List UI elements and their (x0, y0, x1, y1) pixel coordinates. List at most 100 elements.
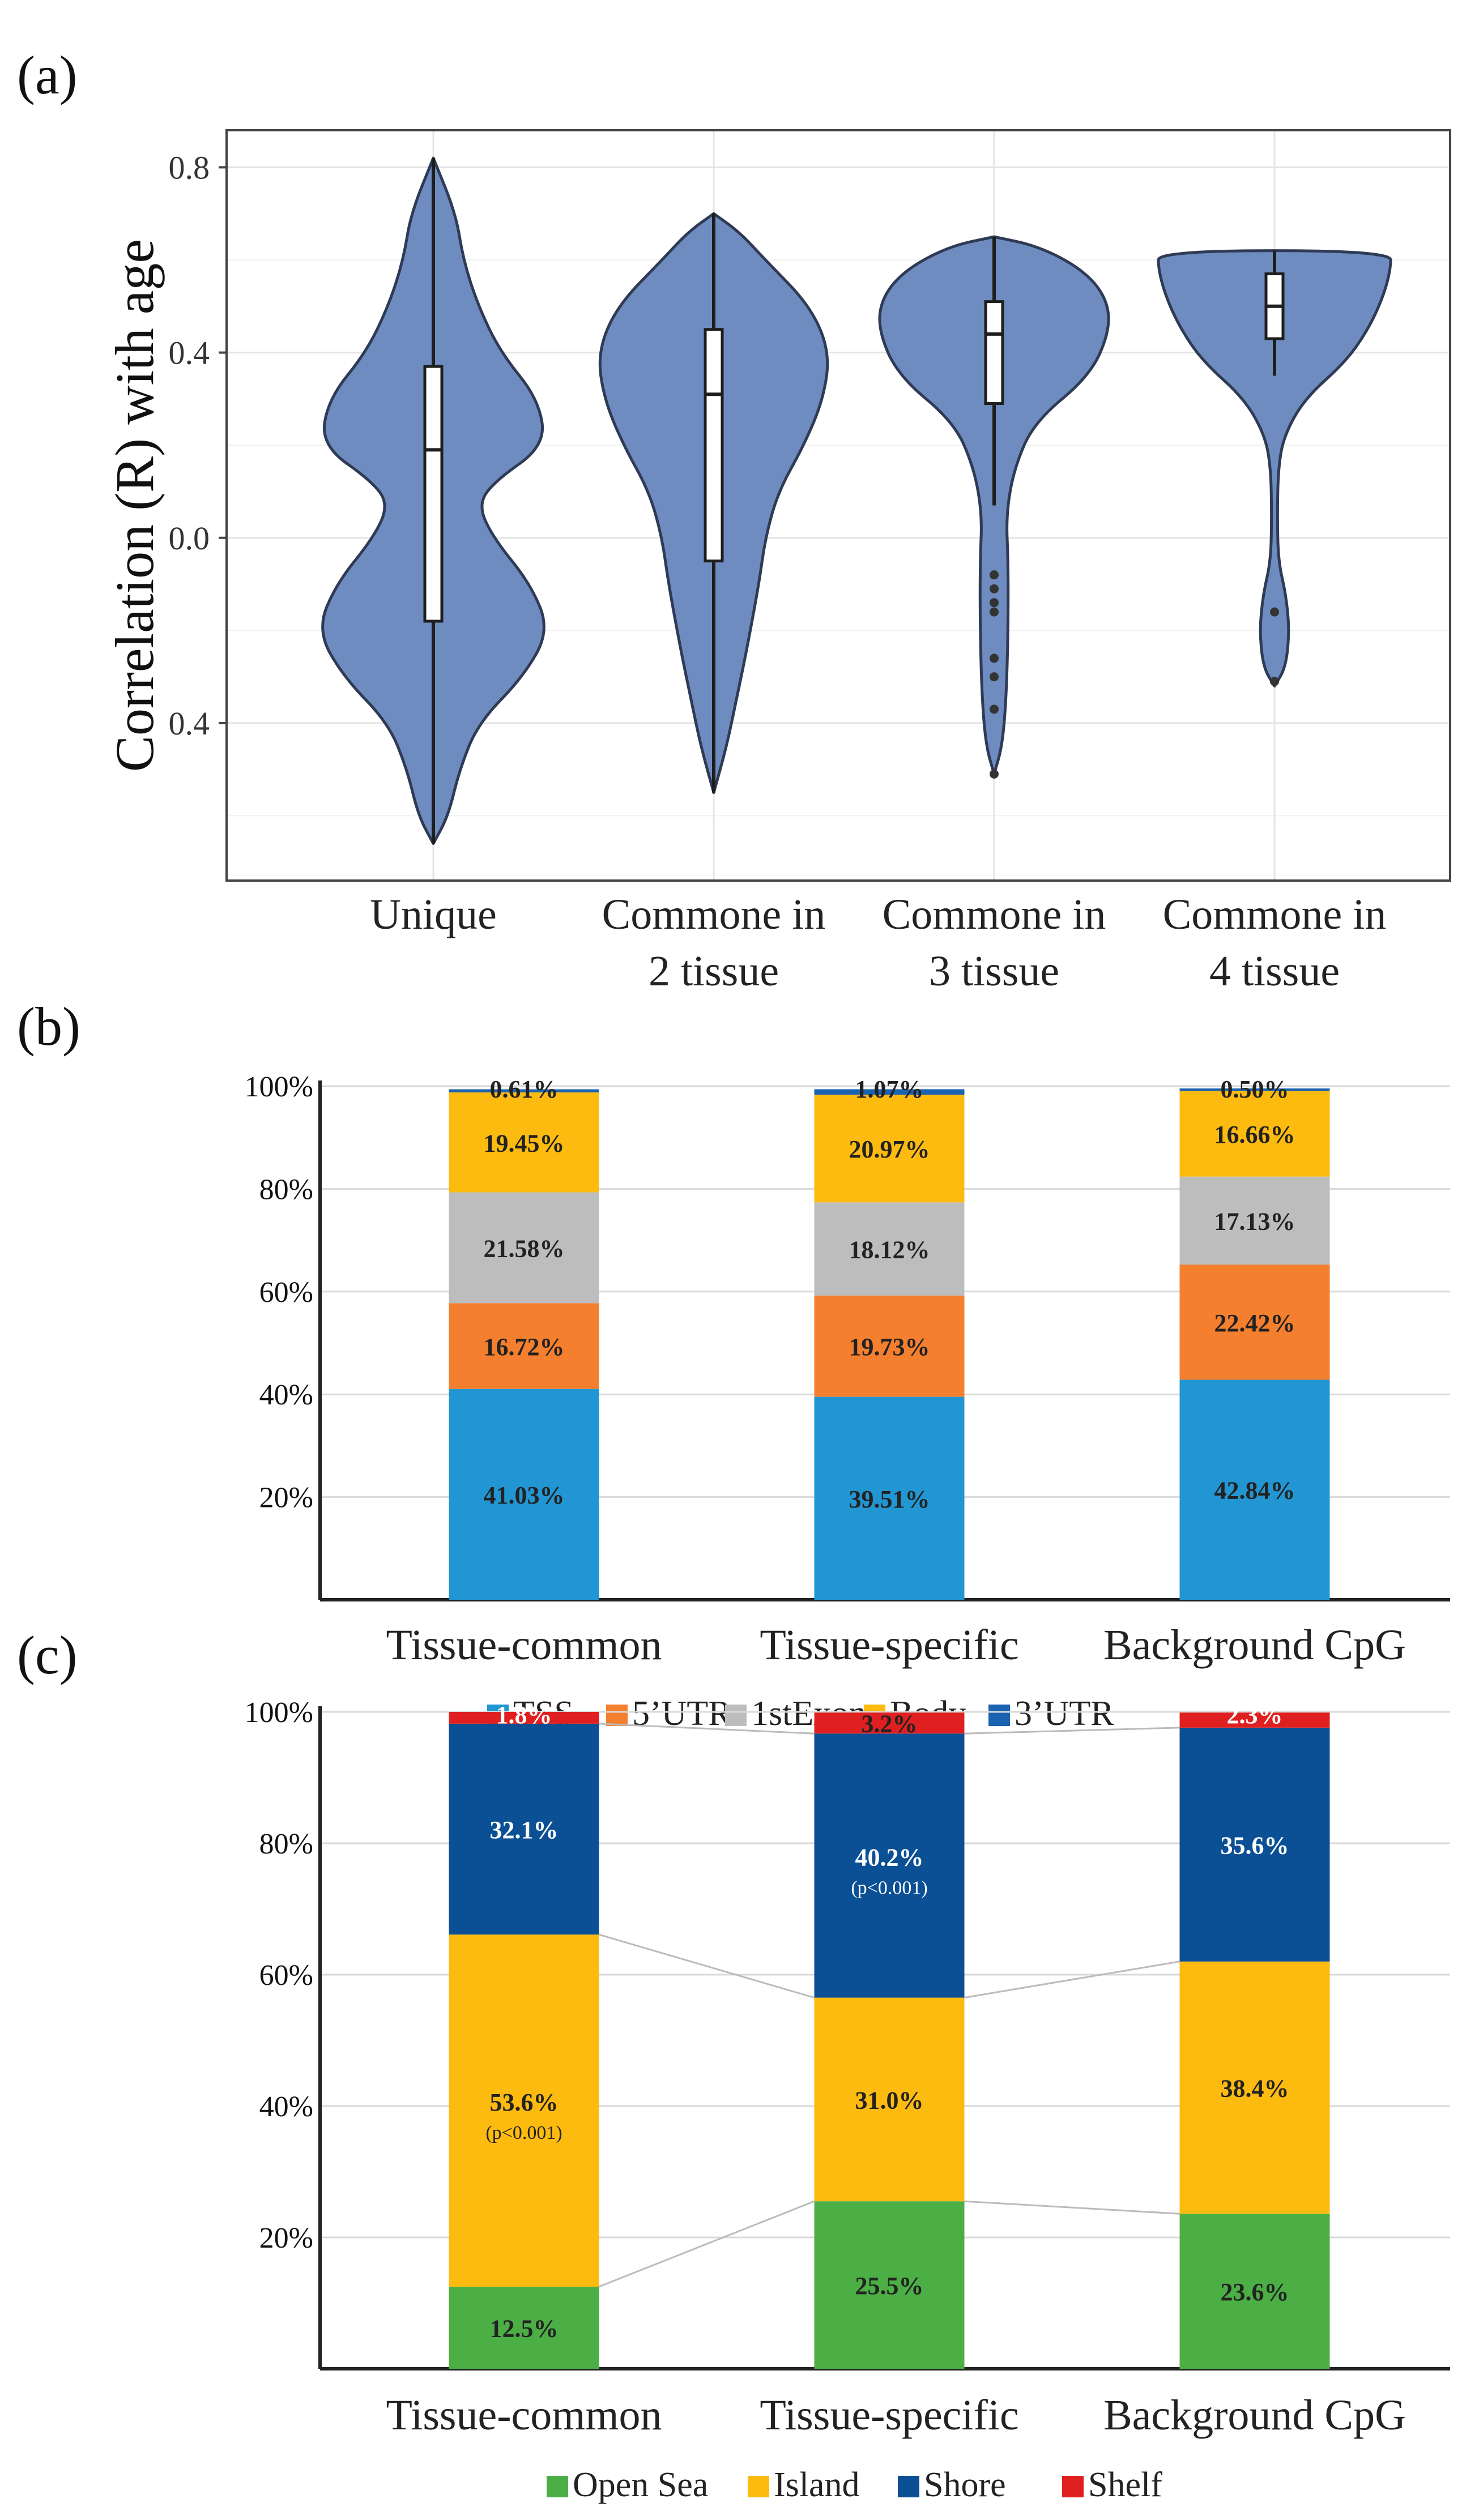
violin-outlier (990, 654, 999, 663)
segment-value-label: 35.6% (1221, 1831, 1289, 1859)
x-category-label: Commone in (1163, 891, 1387, 938)
violin-outlier (990, 584, 999, 593)
x-category-label: Tissue-common (386, 2391, 662, 2439)
x-category-label: Tissue-specific (760, 1621, 1018, 1669)
y-tick-label: 60% (259, 1959, 313, 1992)
violin-outlier (1270, 677, 1279, 686)
y-tick-label: 40% (259, 2091, 313, 2123)
bar-segment (449, 1192, 599, 1304)
segment-value-label: 23.6% (1221, 2278, 1289, 2306)
y-tick-label: 80% (259, 1173, 313, 1206)
violin-box (984, 300, 1004, 405)
bar-segment (449, 1723, 599, 1935)
bar-segment (814, 1095, 965, 1203)
segment-value-label: 1.07% (855, 1075, 924, 1103)
x-category-label: Background CpG (1103, 2391, 1406, 2439)
bar-segment (449, 1712, 599, 1724)
violin-outlier (990, 570, 999, 580)
segment-value-label: 2.3% (1227, 1701, 1283, 1729)
y-tick-label: 0.0 (169, 520, 210, 557)
panel-a-label: (a) (17, 45, 78, 105)
violin-outlier (1270, 607, 1279, 617)
y-tick-label: 40% (259, 1379, 313, 1411)
bar-segment (1179, 1088, 1330, 1091)
violin-outlier (990, 598, 999, 608)
connector-line (598, 2200, 815, 2288)
segment-value-label: 20.97% (849, 1135, 930, 1163)
bar-segment (449, 1303, 599, 1389)
segment-value-label: 1.8% (496, 1701, 552, 1729)
bar-segment (1179, 1961, 1330, 2214)
segment-value-label: 17.13% (1214, 1207, 1295, 1235)
bar-segment (814, 2201, 965, 2369)
cpg-island-stacked-bar-chart: 100% 80% 60% 40% 20% 12.5% 53.6% (p<0.001) 32.1%… (245, 1697, 1450, 2504)
segment-value-label: 22.42% (1214, 1309, 1295, 1337)
bar-segment (1179, 1176, 1330, 1265)
x-category-label: 4 tissue (1209, 947, 1340, 995)
bar-segment (1179, 1091, 1330, 1177)
bar-segment (814, 1089, 965, 1095)
x-category-label: Unique (370, 891, 497, 938)
legend-swatch (547, 2476, 568, 2497)
panel-c-label: (c) (17, 1625, 78, 1685)
bar-segment (814, 1712, 965, 1734)
y-tick-label: 0.8 (169, 149, 210, 186)
legend-swatch (1062, 2476, 1084, 2497)
segment-value-label: 31.0% (855, 2086, 924, 2114)
segment-value-label: 16.72% (484, 1333, 565, 1361)
segment-pvalue-note: (p<0.001) (851, 1877, 927, 1898)
segment-value-label: 32.1% (490, 1816, 559, 1844)
bar-segment (1179, 1379, 1330, 1600)
bar-segment (814, 1997, 965, 2202)
legend-label: Island (774, 2466, 860, 2504)
connector-line (964, 1727, 1180, 1735)
bar-segment (449, 1934, 599, 2287)
y-tick-label: 20% (259, 2222, 313, 2254)
bar-segment (814, 1295, 965, 1397)
bar-segment (1179, 1727, 1330, 1962)
connector-line (964, 1961, 1180, 1999)
connector-line (964, 2200, 1180, 2215)
segment-value-label: 39.51% (849, 1485, 930, 1513)
legend-swatch (988, 1705, 1010, 1726)
violin-outlier (990, 672, 999, 682)
segment-pvalue-note: (p<0.001) (485, 2122, 562, 2143)
x-category-label: Commone in (883, 891, 1106, 938)
bar-segment (449, 2287, 599, 2369)
segment-value-label: 0.50% (1221, 1075, 1289, 1103)
y-tick-label: 0.4 (169, 705, 210, 742)
x-category-label: Background CpG (1103, 1621, 1406, 1669)
segment-value-label: 19.73% (849, 1333, 930, 1361)
connector-line (599, 1723, 815, 1735)
bar-segment (449, 1389, 599, 1600)
y-tick-label: 80% (259, 1828, 313, 1860)
violin-box (704, 328, 724, 563)
y-tick-label: 100% (245, 1071, 313, 1103)
violin-body (1157, 249, 1392, 687)
x-category-label: 3 tissue (929, 947, 1059, 995)
bar-segment (449, 1089, 599, 1093)
segment-value-label: 16.66% (1214, 1121, 1295, 1148)
legend-label: 3’UTR (1015, 1694, 1114, 1733)
segment-value-label: 18.12% (849, 1236, 930, 1264)
violin-box (423, 365, 444, 623)
segment-value-label: 40.2% (855, 1843, 924, 1871)
legend-swatch (725, 1705, 747, 1726)
connector-line (599, 1933, 815, 1999)
x-category-label: Commone in (602, 891, 826, 938)
y-tick-label: 20% (259, 1482, 313, 1514)
bar-segment (1179, 1265, 1330, 1380)
segment-value-label: 25.5% (855, 2272, 924, 2300)
bar-segment (1179, 1712, 1330, 1728)
legend-swatch (898, 2476, 919, 2497)
violin-outlier (990, 769, 999, 779)
bar-segment (814, 1396, 965, 1600)
y-axis-title: Correlation (R) with age (104, 239, 165, 772)
violin-outlier (990, 607, 999, 617)
segment-value-label: 3.2% (862, 1710, 918, 1738)
y-tick-label: 60% (259, 1276, 313, 1309)
x-category-label: Tissue-specific (760, 2391, 1018, 2439)
